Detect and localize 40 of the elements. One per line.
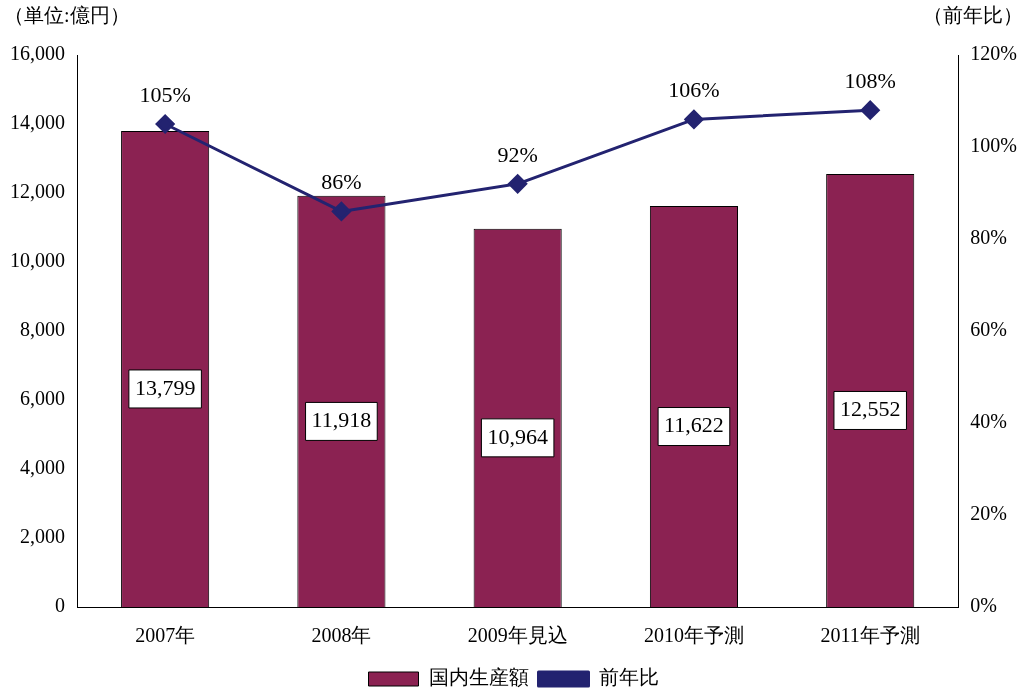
x-tick-label: 2011年予測 (820, 624, 920, 647)
y-tick-label: 2,000 (20, 525, 65, 548)
data-label: 12,552 (839, 396, 901, 422)
data-label: 92% (497, 141, 538, 167)
y2-tick-label: 60% (970, 318, 1008, 341)
y2-tick-label: 20% (970, 502, 1008, 525)
y-tick-label: 4,000 (20, 456, 65, 479)
data-label: 108% (844, 67, 896, 93)
data-label: 106% (668, 77, 720, 103)
point (508, 174, 528, 194)
data-label: 13,799 (134, 374, 196, 400)
y-tick-label: 6,000 (20, 387, 65, 410)
point (331, 201, 351, 221)
point (860, 100, 880, 120)
point (684, 109, 704, 129)
y-tick-label: 16,000 (10, 42, 65, 65)
y-tick-label: 0 (55, 594, 65, 617)
data-label: 11,918 (311, 407, 372, 433)
y2-tick-label: 80% (970, 226, 1008, 249)
y2-tick-label: 100% (970, 134, 1018, 157)
x-tick-label: 2007年 (135, 624, 196, 647)
y2-axis-title: （前年比） (923, 4, 1023, 27)
data-label: 86% (321, 169, 362, 195)
x-tick-label: 2009年見込 (467, 624, 568, 647)
data-label: 10,964 (487, 423, 548, 449)
y2-tick-label: 40% (970, 410, 1008, 433)
data-label: 105% (139, 81, 191, 107)
x-tick-label: 2010年予測 (643, 624, 744, 647)
legend-label: 前年比 (598, 666, 659, 689)
y-tick-label: 12,000 (10, 180, 65, 203)
y-tick-label: 14,000 (10, 111, 65, 134)
point (155, 114, 175, 134)
data-label: 11,622 (664, 412, 724, 438)
y2-tick-label: 0% (970, 594, 998, 617)
y2-tick-label: 120% (970, 42, 1018, 65)
y-axis-title: （単位:億円） (4, 4, 130, 27)
y-tick-label: 8,000 (20, 318, 65, 341)
legend-label: 国内生産額 (428, 666, 529, 689)
y-tick-label: 10,000 (10, 249, 65, 272)
x-tick-label: 2008年 (311, 624, 372, 647)
